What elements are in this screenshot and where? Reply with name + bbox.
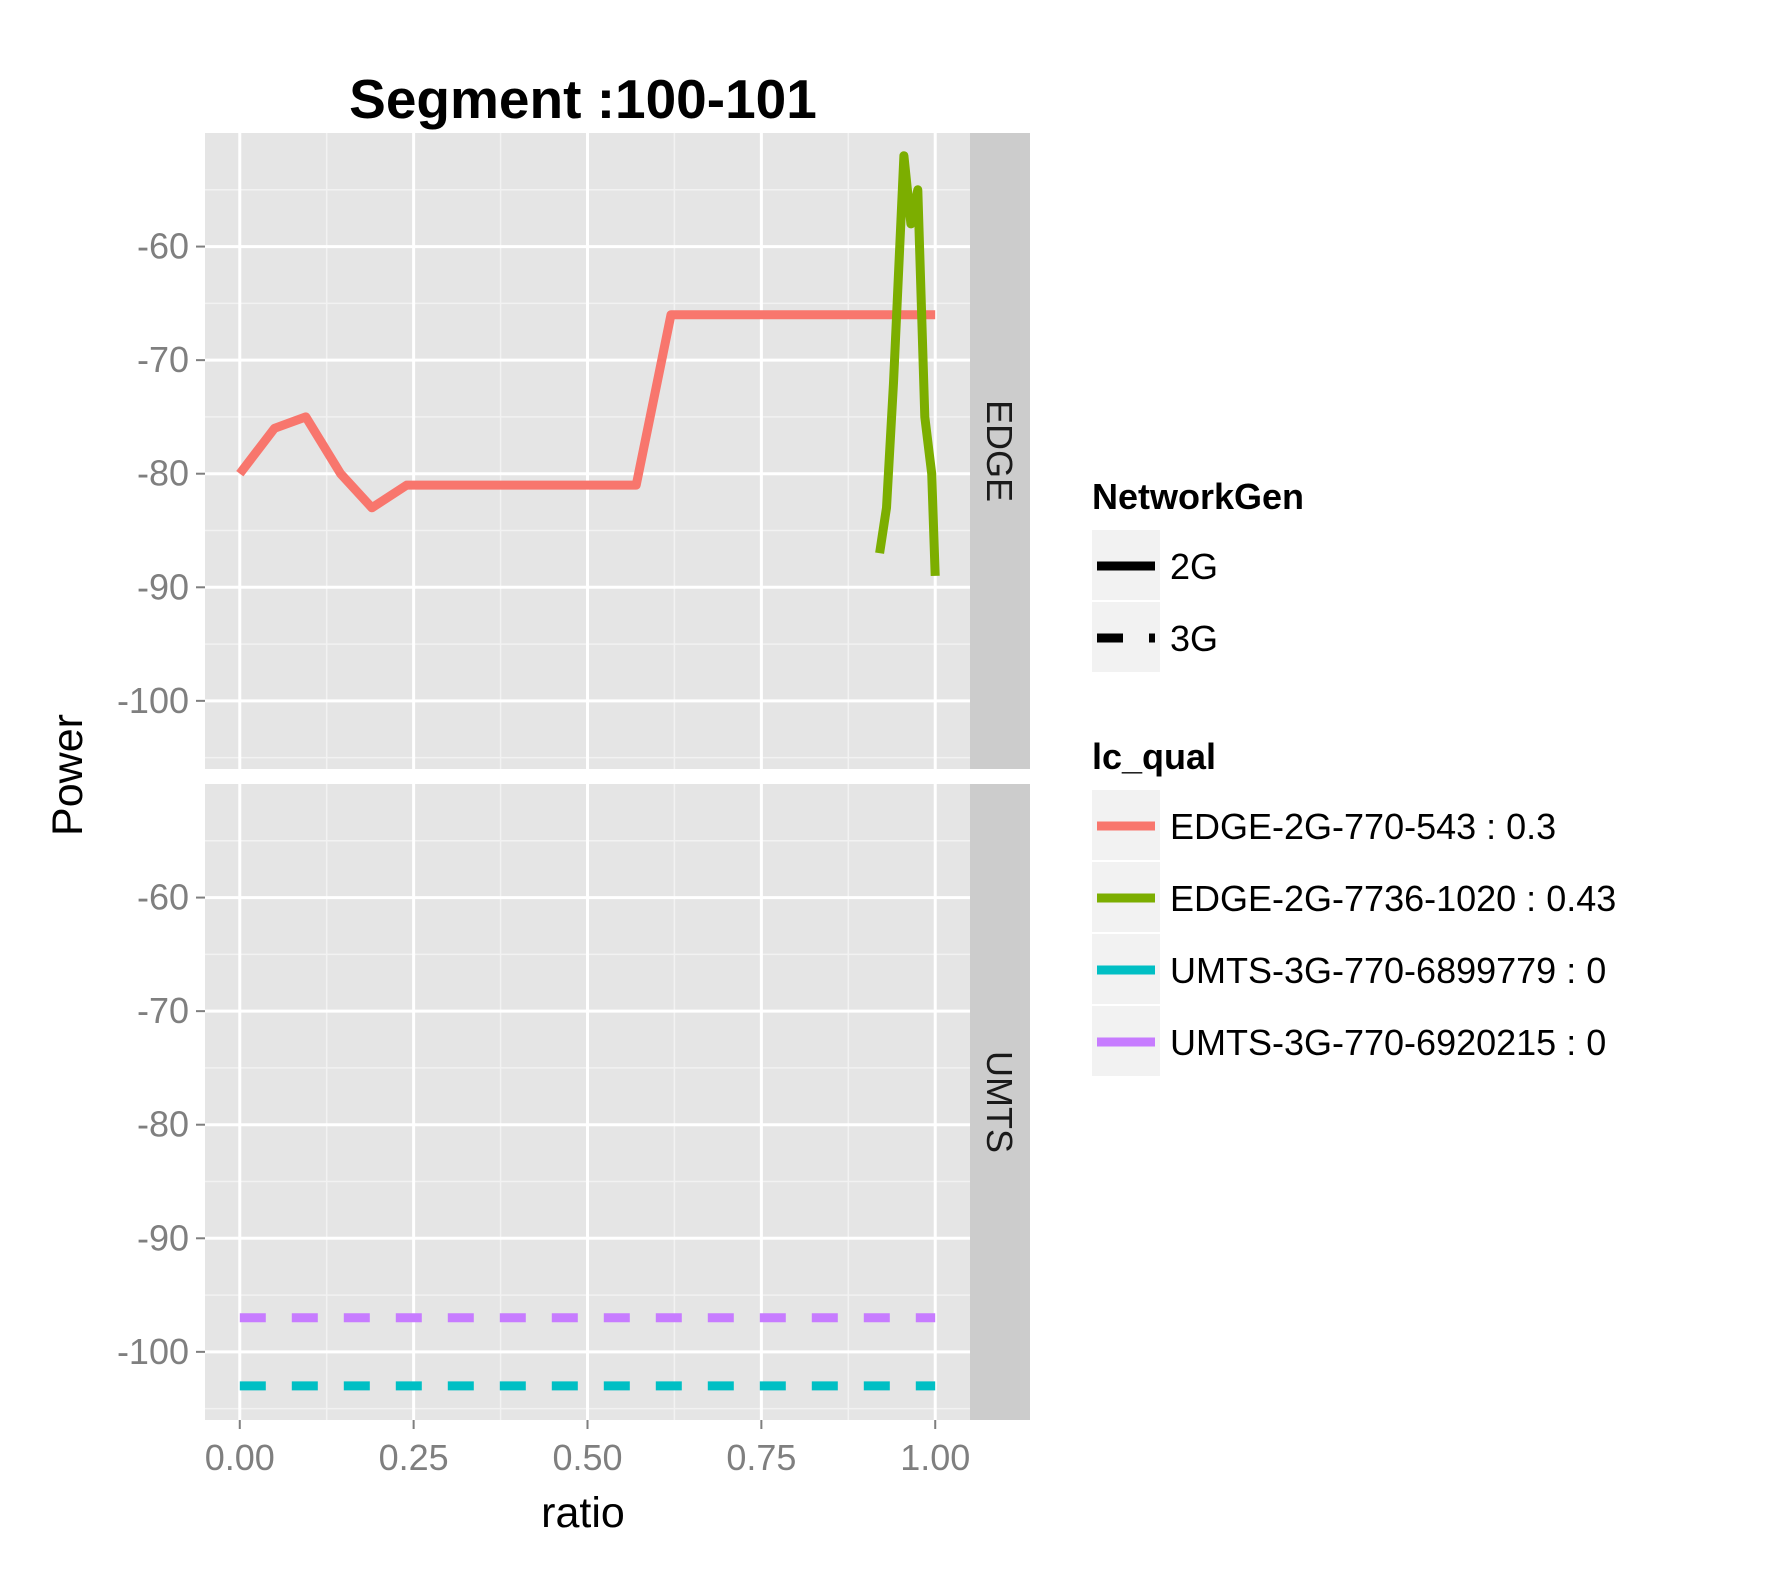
x-tick-label: 0.00 [205, 1437, 275, 1478]
legend-item: 2G [1092, 530, 1218, 600]
legend-title: lc_qual [1092, 736, 1216, 777]
chart-title: Segment :100-101 [349, 68, 817, 130]
y-tick-label: -80 [137, 1104, 189, 1145]
y-tick-label: -80 [137, 453, 189, 494]
series-line [236, 310, 936, 513]
y-tick-label: -60 [137, 226, 189, 267]
panels: -100 -90 -80 -70 -60 EDGE -100 -90 -80 -70 -60 UMTS [117, 133, 1030, 1420]
x-tick-label: 0.50 [552, 1437, 622, 1478]
legends: NetworkGen 2G 3G lc_qual EDGE-2G-770-543 : 0… [1092, 476, 1616, 1076]
panel-umts: -100 -90 -80 -70 -60 UMTS [117, 784, 1030, 1420]
panel-edge: -100 -90 -80 -70 -60 EDGE [117, 133, 1030, 769]
legend-item: UMTS-3G-770-6920215 : 0 [1092, 1006, 1606, 1076]
x-tick-label: 1.00 [900, 1437, 970, 1478]
legend-item: 3G [1092, 602, 1218, 672]
x-axis: 0.00 0.25 0.50 0.75 1.00 [205, 1420, 970, 1478]
facet-strip-label: EDGE [979, 400, 1020, 502]
legend-label: UMTS-3G-770-6899779 : 0 [1170, 950, 1606, 991]
y-tick-label: -90 [137, 1217, 189, 1258]
y-axis-title: Power [44, 714, 92, 836]
facet-strip-label: UMTS [979, 1051, 1020, 1153]
facet-strip [970, 133, 1030, 769]
y-tick-label: -60 [137, 877, 189, 918]
facet-strip [970, 784, 1030, 1420]
x-tick-label: 0.75 [726, 1437, 796, 1478]
legend-item: UMTS-3G-770-6899779 : 0 [1092, 934, 1606, 1004]
x-tick-label: 0.25 [379, 1437, 449, 1478]
legend-item: EDGE-2G-7736-1020 : 0.43 [1092, 862, 1616, 932]
legend-lc-qual: lc_qual EDGE-2G-770-543 : 0.3 EDGE-2G-7736… [1092, 736, 1616, 1076]
legend-label: UMTS-3G-770-6920215 : 0 [1170, 1022, 1606, 1063]
y-tick-label: -70 [137, 990, 189, 1031]
y-tick-label: -100 [117, 680, 189, 721]
series-line [875, 151, 940, 577]
legend-label: EDGE-2G-7736-1020 : 0.43 [1170, 878, 1616, 919]
legend-label: 2G [1170, 546, 1218, 587]
legend-networkgen: NetworkGen 2G 3G [1092, 476, 1304, 672]
legend-label: EDGE-2G-770-543 : 0.3 [1170, 806, 1556, 847]
legend-label: 3G [1170, 618, 1218, 659]
y-tick-label: -100 [117, 1331, 189, 1372]
x-axis-title: ratio [541, 1489, 625, 1537]
y-tick-label: -70 [137, 339, 189, 380]
legend-item: EDGE-2G-770-543 : 0.3 [1092, 790, 1556, 860]
y-tick-label: -90 [137, 566, 189, 607]
legend-title: NetworkGen [1092, 476, 1304, 517]
